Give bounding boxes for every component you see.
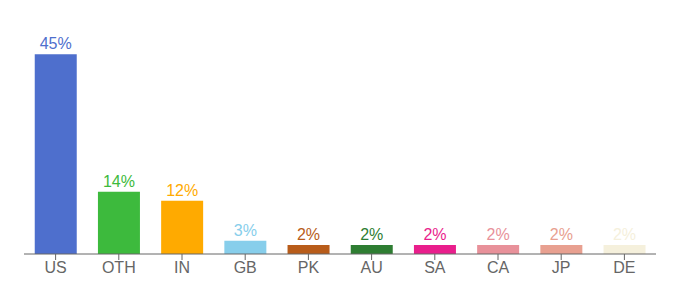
svg-text:2%: 2% <box>360 226 383 243</box>
svg-text:45%: 45% <box>40 35 72 52</box>
svg-text:AU: AU <box>360 259 382 276</box>
svg-text:GB: GB <box>234 259 257 276</box>
svg-text:2%: 2% <box>613 226 636 243</box>
svg-text:DE: DE <box>613 259 635 276</box>
svg-text:2%: 2% <box>297 226 320 243</box>
svg-text:CA: CA <box>487 259 510 276</box>
svg-text:US: US <box>44 259 66 276</box>
svg-text:SA: SA <box>424 259 446 276</box>
svg-text:PK: PK <box>298 259 320 276</box>
svg-text:2%: 2% <box>487 226 510 243</box>
svg-text:14%: 14% <box>103 173 135 190</box>
svg-text:2%: 2% <box>423 226 446 243</box>
svg-text:3%: 3% <box>234 222 257 239</box>
svg-text:OTH: OTH <box>102 259 136 276</box>
svg-text:12%: 12% <box>166 182 198 199</box>
svg-text:IN: IN <box>174 259 190 276</box>
svg-text:JP: JP <box>552 259 571 276</box>
svg-text:2%: 2% <box>550 226 573 243</box>
